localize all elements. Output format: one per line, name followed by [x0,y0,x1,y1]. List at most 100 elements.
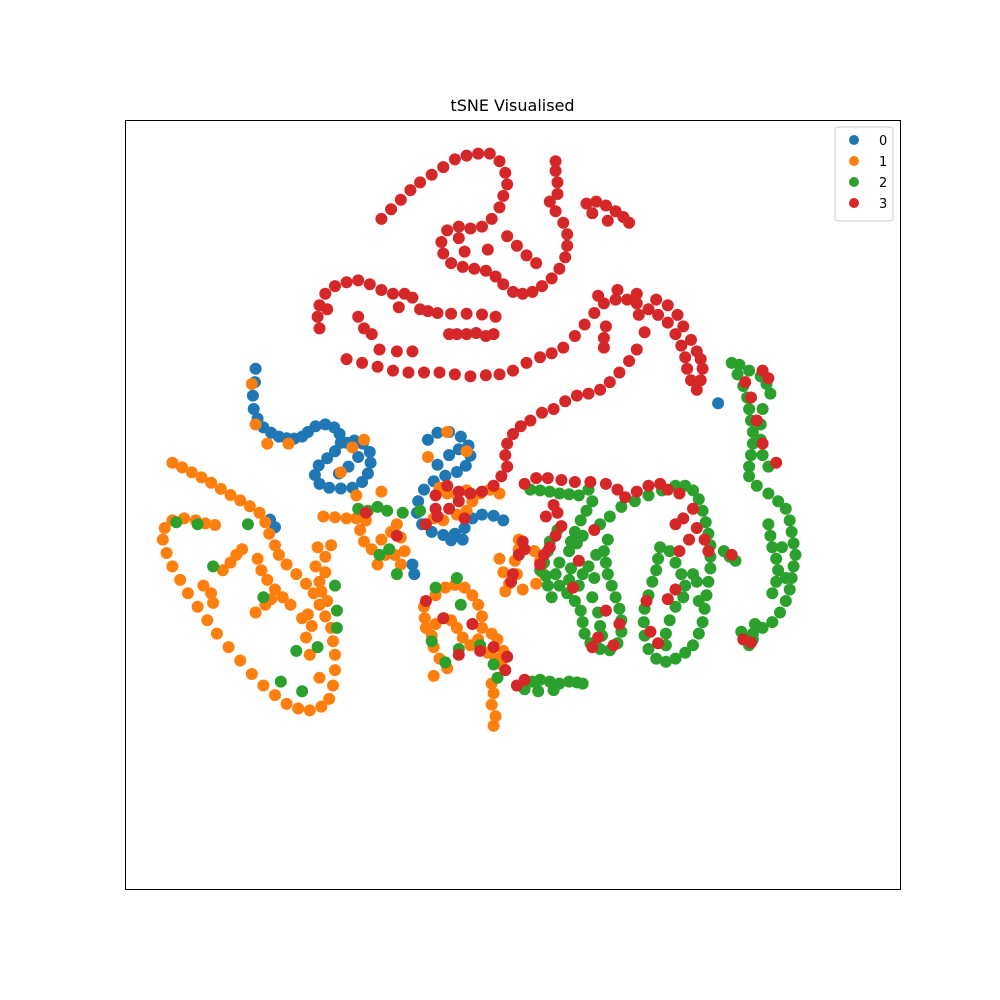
point-series-3-30 [516,287,529,300]
point-series-3-184 [690,522,703,534]
point-series-2-100 [783,583,796,596]
point-series-3-155 [352,310,365,323]
point-series-1-36 [201,614,214,627]
point-series-0-15 [333,428,346,440]
point-series-1-90 [466,589,479,602]
point-series-0-3 [247,403,260,415]
point-series-3-37 [561,228,574,241]
point-series-1-71 [340,512,353,525]
point-series-3-188 [669,518,682,531]
point-series-1-59 [321,595,334,607]
point-series-3-132 [514,420,527,433]
point-series-3-227 [673,545,686,558]
point-series-3-115 [592,289,605,302]
point-series-2-178 [311,641,324,654]
point-series-3-167 [586,207,599,220]
point-series-3-133 [507,428,519,440]
point-series-2-176 [330,604,343,617]
point-series-1-129 [207,596,220,609]
point-series-3-74 [371,360,384,373]
point-series-2-26 [642,643,655,655]
point-series-1-69 [317,510,330,523]
point-series-1-153 [282,437,295,450]
point-series-1-93 [476,621,488,634]
point-series-3-126 [582,387,595,400]
point-series-3-209 [487,641,500,654]
point-series-3-191 [551,506,564,519]
point-series-3-185 [698,533,711,546]
point-series-2-180 [296,685,309,698]
point-series-2-40 [553,579,566,592]
point-series-2-75 [669,600,682,613]
point-series-3-228 [683,533,696,546]
point-series-3-11 [493,155,506,168]
point-series-1-29 [280,697,293,710]
point-series-2-77 [659,627,672,640]
point-series-2-1 [603,510,616,523]
point-series-2-25 [650,652,663,665]
point-series-2-21 [687,639,699,652]
point-series-3-134 [501,437,514,450]
point-series-3-34 [553,262,566,275]
point-series-3-23 [445,257,458,270]
point-series-1-152 [261,437,274,450]
point-series-3-2 [394,193,407,206]
point-series-3-14 [497,189,510,202]
point-series-2-10 [696,504,709,517]
point-series-3-22 [437,247,450,260]
point-series-3-211 [501,650,514,663]
point-series-1-52 [269,583,281,596]
point-series-3-215 [613,618,626,630]
point-series-1-145 [350,489,363,502]
point-series-2-193 [576,677,589,690]
point-series-3-137 [495,470,508,483]
point-series-2-113 [756,449,769,462]
point-series-2-130 [779,572,792,584]
point-series-3-169 [518,477,531,490]
point-series-2-122 [762,518,775,531]
point-series-3-13 [501,178,514,191]
point-series-1-49 [251,552,264,565]
point-series-0-0 [249,362,262,375]
point-series-1-31 [257,679,270,692]
point-series-3-144 [452,495,465,508]
point-series-3-51 [452,232,465,245]
point-series-3-105 [696,362,709,375]
point-series-3-90 [588,307,601,319]
point-series-0-12 [309,420,322,433]
point-series-2-31 [646,575,659,588]
point-series-2-23 [669,652,682,665]
point-series-1-40 [166,560,179,573]
point-series-3-50 [481,243,494,256]
point-series-2-183 [241,518,254,531]
point-series-3-151 [470,327,483,339]
point-series-3-114 [611,284,624,296]
point-series-3-60 [375,284,388,296]
point-series-1-117 [485,698,498,711]
point-series-3-176 [611,483,624,496]
point-series-2-174 [373,548,386,561]
point-series-3-28 [497,278,510,291]
point-series-1-13 [272,548,285,561]
point-series-3-193 [549,529,562,542]
point-series-2-33 [652,552,665,565]
point-series-2-129 [776,541,788,554]
point-series-3-190 [539,510,552,523]
point-series-3-220 [572,554,585,567]
point-series-2-71 [669,556,682,569]
point-series-3-36 [561,239,574,252]
point-series-3-183 [687,502,699,515]
point-series-3-95 [642,303,655,316]
point-series-2-117 [743,364,756,377]
point-series-3-15 [493,201,506,214]
point-series-3-123 [613,366,626,379]
point-series-1-143 [346,441,359,454]
point-series-2-124 [766,541,779,554]
point-series-3-128 [559,395,572,408]
point-series-2-42 [568,595,581,607]
point-series-2-95 [785,525,798,538]
point-series-2-188 [534,673,547,686]
point-series-2-85 [746,426,759,438]
point-series-3-103 [690,383,703,396]
point-series-3-204 [419,595,432,607]
